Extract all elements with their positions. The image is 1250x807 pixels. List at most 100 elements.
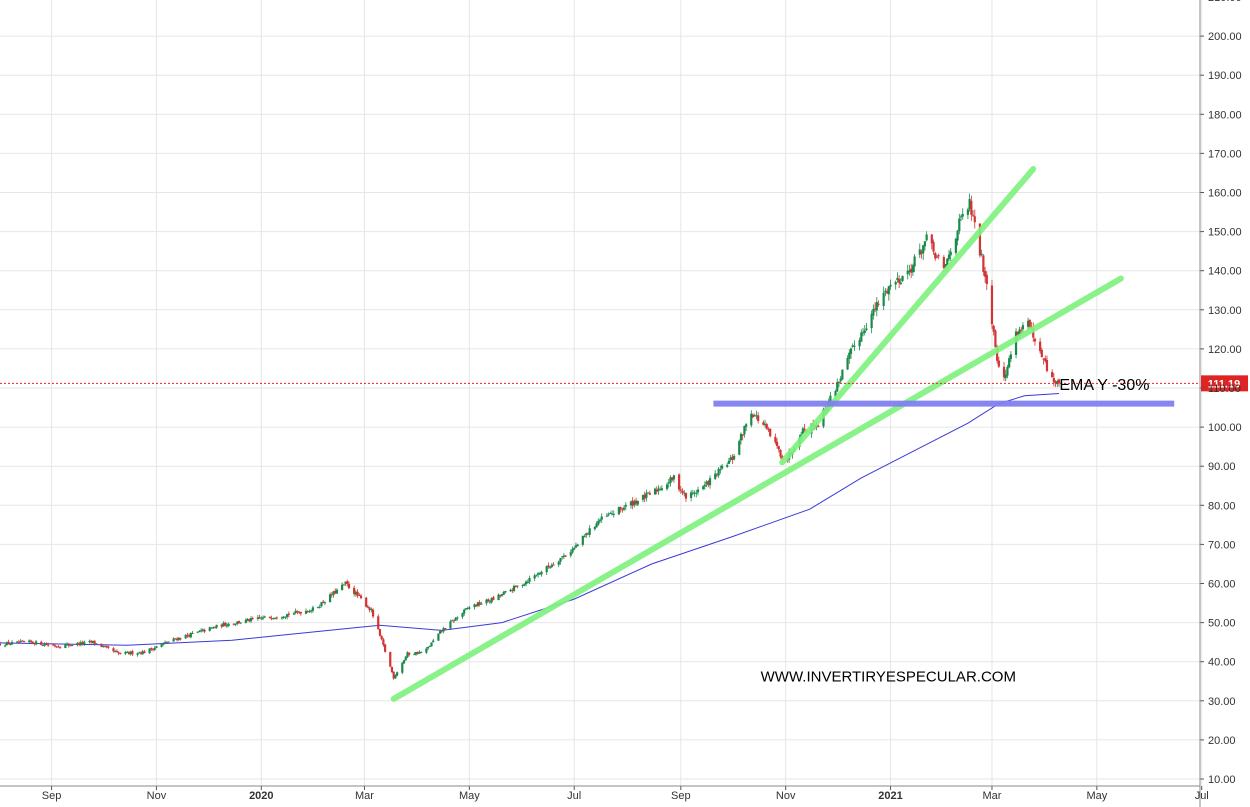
candle-down [1002, 366, 1006, 378]
candle-up [439, 631, 442, 634]
candle-up [456, 617, 459, 619]
candle-down [358, 595, 361, 597]
candle-up [923, 241, 927, 247]
y-tick-label: 210.00 [1208, 0, 1242, 4]
candle-down [380, 636, 383, 640]
candle-up [280, 617, 284, 619]
candle-down [679, 489, 682, 491]
x-tick-label: Sep [42, 790, 62, 802]
candle-down [151, 648, 155, 650]
candle-up [959, 216, 963, 218]
candle-up [851, 345, 854, 347]
candle-up [829, 395, 832, 403]
candle-down [368, 607, 371, 611]
candle-down [21, 640, 24, 642]
candle-down [1028, 319, 1031, 327]
candle-down [971, 215, 975, 217]
candle-down [934, 252, 937, 259]
candle-down [671, 477, 674, 481]
candle-down [416, 652, 419, 654]
candle-down [220, 624, 223, 627]
candle-up [538, 573, 541, 575]
y-tick-label: 150.00 [1208, 227, 1242, 239]
candle-up [88, 641, 91, 643]
candle-down [112, 648, 115, 652]
candle-up [212, 627, 215, 629]
candle-down [1057, 379, 1061, 384]
candle-down [237, 621, 241, 623]
candle-down [248, 619, 251, 622]
candle-down [635, 500, 638, 504]
candle-down [552, 564, 555, 566]
candle-up [727, 460, 731, 464]
candle-up [1021, 325, 1025, 330]
candle-down [71, 644, 74, 646]
candle-down [175, 638, 179, 641]
y-tick-label: 60.00 [1208, 579, 1236, 591]
candle-up [1056, 380, 1059, 385]
candle-up [79, 642, 82, 646]
candle-up [894, 281, 897, 285]
y-tick-label: 190.00 [1208, 70, 1242, 82]
candle-up [968, 198, 971, 209]
candle-up [581, 535, 584, 545]
x-tick-label: 2020 [249, 790, 273, 802]
candle-up [420, 652, 423, 654]
candle-up [189, 633, 192, 638]
x-tick-label: May [1086, 790, 1107, 802]
candle-up [83, 641, 86, 644]
candle-up [500, 594, 504, 596]
candle-up [1008, 358, 1011, 368]
candle-up [834, 391, 837, 397]
candle-up [750, 413, 753, 426]
candle-down [131, 651, 134, 655]
candle-up [659, 489, 662, 491]
candle-up [432, 640, 435, 643]
candle-down [143, 651, 146, 654]
candle-down [17, 641, 21, 643]
ema-annotation: EMA Y -30% [1059, 377, 1149, 394]
candle-up [354, 592, 357, 595]
candle-up [442, 628, 445, 632]
candle-down [186, 634, 189, 636]
candle-up [653, 488, 657, 495]
candle-up [488, 601, 492, 603]
candle-up [717, 468, 720, 476]
candle-up [573, 547, 576, 550]
candle-up [705, 481, 708, 484]
candle-down [1042, 358, 1045, 360]
candle-up [524, 581, 528, 585]
candle-up [1006, 366, 1009, 376]
candle-up [35, 641, 38, 645]
candle-up [906, 270, 909, 275]
candle-up [837, 382, 841, 384]
candle-up [947, 254, 951, 260]
candle-up [961, 213, 964, 217]
candle-up [485, 599, 488, 604]
y-tick-label: 30.00 [1208, 696, 1236, 708]
candle-down [779, 449, 782, 457]
candle-down [985, 274, 988, 285]
candle-up [512, 585, 516, 591]
candle-down [53, 645, 57, 647]
candle-up [622, 507, 626, 510]
candle-down [631, 500, 634, 506]
candle-up [234, 623, 237, 625]
candle-up [918, 249, 921, 255]
candle-up [865, 328, 868, 331]
candle-up [557, 561, 560, 565]
candle-up [665, 484, 669, 489]
candle-up [184, 635, 187, 639]
candle-up [605, 515, 608, 517]
candle-up [208, 627, 211, 631]
y-tick-label: 80.00 [1208, 500, 1236, 512]
candle-up [332, 591, 335, 596]
candle-down [359, 595, 363, 599]
candle-down [487, 599, 490, 602]
candle-up [966, 209, 970, 215]
candle-down [287, 613, 290, 615]
annotations: EMA Y -30% WWW.INVERTIRYESPECULAR.COM [761, 377, 1150, 685]
candle-down [937, 255, 940, 257]
candle-up [896, 277, 899, 281]
candle-down [347, 583, 351, 589]
